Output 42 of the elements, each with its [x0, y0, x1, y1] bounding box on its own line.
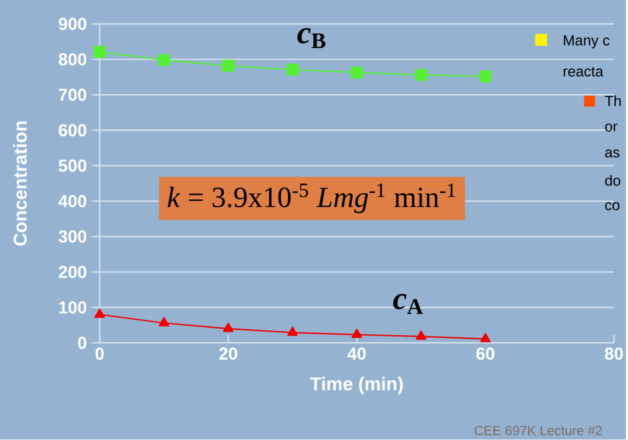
point: [222, 60, 234, 72]
annotation: Th: [604, 96, 621, 106]
x-tick-label: 0: [96, 348, 104, 360]
annotation: do: [605, 175, 620, 186]
annotation: co: [605, 202, 620, 211]
y-tick-label: 400: [58, 195, 86, 208]
point: [158, 54, 170, 66]
point: [158, 317, 170, 327]
x-tick-label: 60: [476, 348, 494, 360]
point: [480, 333, 491, 343]
y-tick-label: 600: [58, 124, 86, 137]
annotation: Many c: [564, 36, 610, 49]
point: [415, 69, 428, 82]
x-axis-title: Time (min): [310, 377, 403, 394]
series-label: c$_{A}$: [393, 294, 423, 314]
y-tick-label: 100: [59, 302, 86, 314]
y-axis-title: Concentration: [13, 122, 27, 246]
y-tick-label: 700: [58, 88, 86, 102]
point: [350, 66, 363, 79]
annotation: k = 3.9x10$^{-5}$ Lmg$^{-1}$ min$^{-1}$: [168, 184, 456, 214]
point: [479, 70, 492, 83]
y-tick-label: 200: [58, 266, 86, 278]
point: [94, 46, 106, 58]
x-tick-label: 40: [347, 348, 366, 360]
point: [352, 328, 362, 338]
point: [416, 330, 426, 340]
series-label: c$_{B}$: [297, 28, 326, 48]
y-tick-label: 800: [58, 53, 86, 66]
annotation: reacta: [564, 67, 604, 77]
point: [287, 326, 298, 336]
point: [222, 322, 234, 332]
x-tick-label: 20: [219, 348, 238, 360]
annotation: as: [605, 150, 620, 158]
y-tick-label: 900: [58, 18, 86, 30]
x-tick-label: 80: [604, 348, 623, 360]
text: CEE 697K Lecture #2: [474, 426, 602, 436]
y-tick-label: 300: [58, 230, 86, 243]
annotation: or: [605, 124, 618, 132]
point: [94, 308, 105, 318]
point: [286, 64, 299, 76]
y-tick-label: 500: [58, 160, 86, 172]
y-tick-label: 0: [78, 336, 86, 350]
